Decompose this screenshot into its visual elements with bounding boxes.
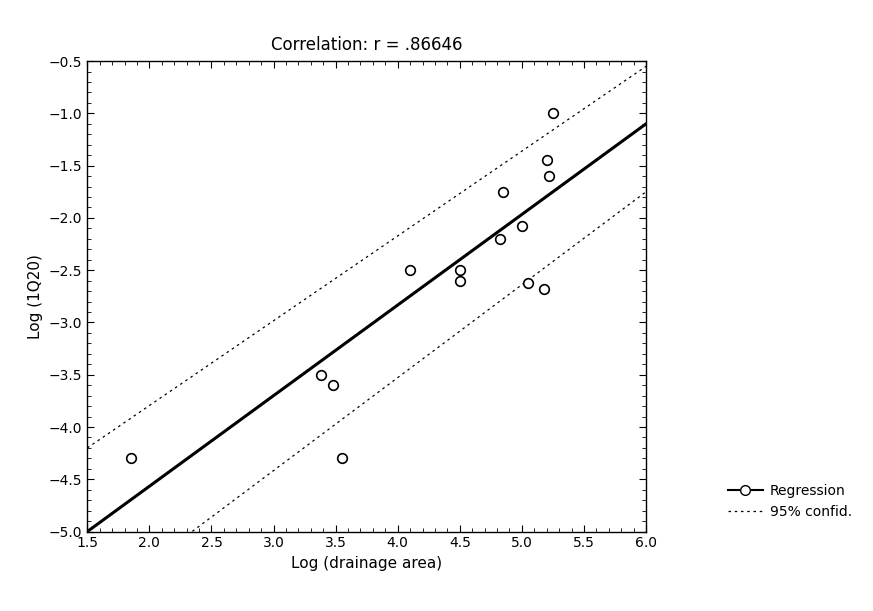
Point [453, 276, 467, 285]
Point [327, 380, 340, 390]
Point [453, 265, 467, 275]
Point [496, 187, 510, 197]
Point [124, 453, 138, 463]
Point [542, 171, 556, 181]
X-axis label: Log (drainage area): Log (drainage area) [291, 556, 443, 571]
Point [313, 370, 327, 379]
Title: Correlation: r = .86646: Correlation: r = .86646 [271, 36, 463, 54]
Point [521, 278, 535, 288]
Point [403, 265, 417, 275]
Point [540, 156, 553, 166]
Point [492, 234, 506, 244]
Point [537, 284, 551, 294]
Point [335, 453, 349, 463]
Point [546, 109, 560, 119]
Point [515, 221, 529, 231]
Legend: Regression, 95% confid.: Regression, 95% confid. [723, 478, 857, 525]
Y-axis label: Log (1Q20): Log (1Q20) [28, 254, 44, 338]
